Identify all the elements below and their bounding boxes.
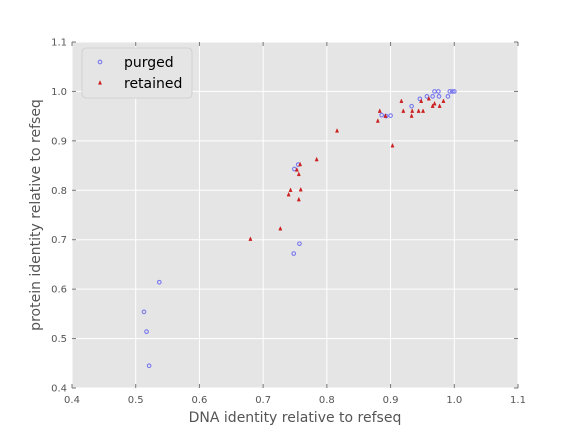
- y-tick-label: 0.6: [51, 285, 67, 296]
- y-tick-label: 0.4: [51, 384, 67, 395]
- legend-label-retained: retained: [124, 76, 182, 92]
- y-tick-label: 0.5: [51, 334, 67, 345]
- retained-point: [383, 113, 388, 118]
- purged-point: [436, 89, 441, 94]
- purged-point: [445, 94, 451, 99]
- retained-point: [437, 103, 442, 108]
- retained-point: [314, 156, 319, 162]
- x-tick-label: 1.0: [446, 395, 462, 406]
- gridlines: [71, 41, 519, 389]
- y-axis-ticks: 0.4 0.5 0.6 0.7 0.8 0.9 1.0 1.1: [51, 38, 518, 395]
- purged-point: [409, 103, 414, 109]
- x-tick-label: 0.9: [383, 395, 399, 406]
- purged-point: [144, 329, 149, 335]
- legend-box: [81, 47, 193, 99]
- retained-point: [288, 187, 293, 192]
- y-tick-label: 1.0: [51, 87, 67, 98]
- purged-point: [297, 241, 302, 247]
- purged-point: [451, 89, 457, 94]
- purged-point: [291, 251, 297, 256]
- data-points: [141, 89, 457, 369]
- retained-point: [248, 236, 253, 241]
- retained-point: [375, 118, 380, 123]
- retained-point: [441, 98, 446, 103]
- y-tick-label: 0.8: [51, 186, 67, 197]
- purged-point: [379, 112, 385, 118]
- retained-point: [298, 161, 303, 167]
- retained-point: [278, 225, 283, 231]
- x-axis-ticks: 0.4 0.5 0.6 0.7 0.8 0.9 1.0 1.1: [64, 42, 526, 406]
- retained-point: [399, 98, 404, 103]
- y-axis-label: protein identity relative to refseq: [28, 99, 44, 331]
- retained-point: [426, 95, 431, 101]
- retained-point: [430, 103, 435, 108]
- retained-point: [416, 108, 421, 113]
- legend-label-purged: purged: [124, 55, 174, 71]
- x-tick-label: 0.6: [191, 395, 207, 406]
- x-tick-label: 0.5: [128, 395, 144, 406]
- y-tick-label: 0.7: [51, 235, 67, 246]
- purged-point: [417, 96, 423, 102]
- retained-point: [410, 108, 415, 113]
- retained-point: [298, 186, 303, 192]
- retained-point: [419, 98, 424, 103]
- purged-legend-marker: [97, 59, 103, 65]
- x-tick-label: 0.8: [319, 395, 335, 406]
- retained-point: [335, 128, 340, 133]
- retained-point: [286, 191, 291, 197]
- y-tick-label: 1.1: [51, 38, 67, 49]
- series-retained: [248, 95, 446, 241]
- purged-point: [156, 279, 162, 285]
- purged-point: [430, 94, 435, 99]
- x-tick-label: 0.7: [255, 395, 271, 406]
- purged-point: [447, 89, 453, 94]
- x-axis-label: DNA identity relative to refseq: [189, 410, 402, 426]
- purged-point: [450, 89, 455, 94]
- retained-point: [294, 167, 299, 172]
- purged-point: [436, 94, 442, 99]
- retained-point: [421, 108, 426, 113]
- series-purged: [141, 89, 457, 369]
- y-tick-label: 0.9: [51, 136, 67, 147]
- retained-point: [432, 100, 437, 106]
- retained-legend-marker: [98, 80, 102, 85]
- x-tick-label: 1.1: [510, 395, 526, 406]
- retained-point: [296, 196, 301, 202]
- retained-point: [377, 108, 382, 113]
- retained-point: [390, 142, 395, 148]
- purged-point: [146, 363, 152, 369]
- retained-point: [409, 113, 414, 118]
- purged-point: [141, 309, 147, 315]
- legend: purged retained: [81, 47, 193, 99]
- x-tick-label: 0.4: [64, 395, 80, 406]
- purged-point: [388, 113, 393, 118]
- retained-point: [401, 108, 406, 113]
- retained-point: [296, 171, 301, 177]
